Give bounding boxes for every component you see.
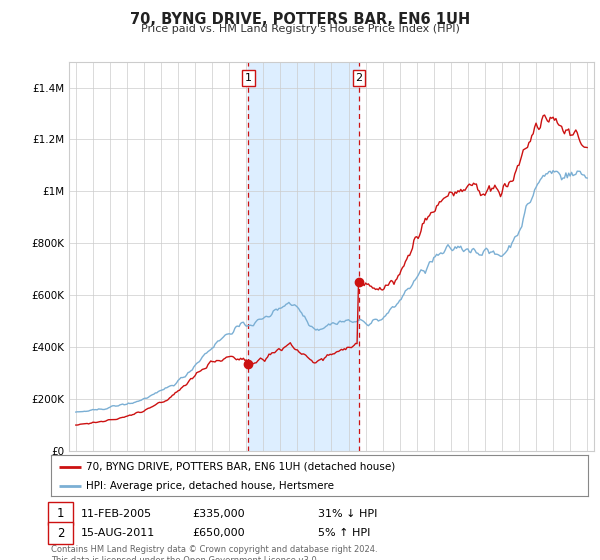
Text: Price paid vs. HM Land Registry's House Price Index (HPI): Price paid vs. HM Land Registry's House … bbox=[140, 24, 460, 34]
Text: 15-AUG-2011: 15-AUG-2011 bbox=[81, 528, 155, 538]
Text: 2: 2 bbox=[356, 73, 362, 83]
Text: 70, BYNG DRIVE, POTTERS BAR, EN6 1UH (detached house): 70, BYNG DRIVE, POTTERS BAR, EN6 1UH (de… bbox=[86, 461, 395, 472]
Bar bbox=[248, 62, 359, 451]
Text: 1: 1 bbox=[57, 507, 64, 520]
Text: 31% ↓ HPI: 31% ↓ HPI bbox=[318, 508, 377, 519]
Text: 2: 2 bbox=[57, 526, 64, 540]
Text: 11-FEB-2005: 11-FEB-2005 bbox=[81, 508, 152, 519]
Text: £335,000: £335,000 bbox=[192, 508, 245, 519]
Text: 5% ↑ HPI: 5% ↑ HPI bbox=[318, 528, 370, 538]
Text: Contains HM Land Registry data © Crown copyright and database right 2024.
This d: Contains HM Land Registry data © Crown c… bbox=[51, 545, 377, 560]
Text: 70, BYNG DRIVE, POTTERS BAR, EN6 1UH: 70, BYNG DRIVE, POTTERS BAR, EN6 1UH bbox=[130, 12, 470, 27]
Text: 1: 1 bbox=[245, 73, 252, 83]
Text: £650,000: £650,000 bbox=[192, 528, 245, 538]
Text: HPI: Average price, detached house, Hertsmere: HPI: Average price, detached house, Hert… bbox=[86, 480, 334, 491]
